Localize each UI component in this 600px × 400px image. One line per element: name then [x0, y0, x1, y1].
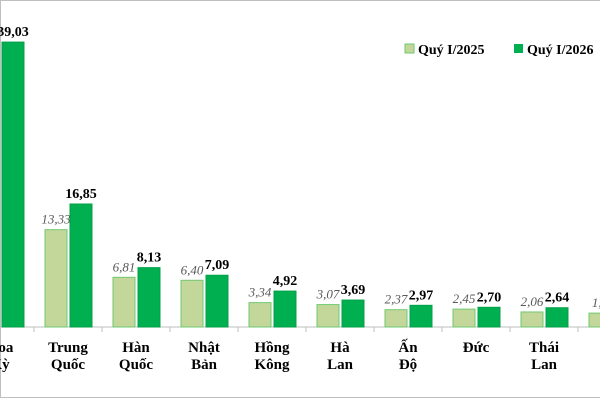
- bar-2025: [384, 309, 408, 328]
- data-label-2025: 2,45: [453, 291, 476, 306]
- category-label: Hồng: [254, 340, 290, 356]
- category-label: Bản: [191, 357, 218, 373]
- data-label-2025: 3,07: [316, 287, 340, 302]
- data-label-2026: 16,85: [65, 187, 97, 202]
- category-label: Độ: [399, 357, 417, 373]
- bar-2025: [520, 311, 544, 328]
- category-label: Nhật: [188, 340, 220, 356]
- category-label: Kỳ: [0, 357, 10, 373]
- bar-2026: [205, 274, 229, 328]
- category-label: Kông: [254, 357, 290, 373]
- category-label: Lan: [531, 357, 558, 373]
- legend-swatch-2025: [404, 43, 415, 54]
- data-label-2026: 7,09: [205, 258, 230, 273]
- data-label-2025: 2,37: [385, 292, 408, 307]
- category-label: Quốc: [51, 357, 86, 373]
- bar-2026: [341, 299, 365, 328]
- bar-2025: [588, 312, 600, 328]
- data-label-2026: 3,69: [341, 283, 366, 298]
- category-label: Hàn: [122, 340, 150, 356]
- bar-2026: [69, 203, 93, 328]
- category-label: Hoa: [0, 340, 14, 356]
- bar-2026: [1, 41, 25, 328]
- category-label: Ấn: [398, 339, 418, 356]
- category-label: Trung: [48, 340, 88, 356]
- bar-2025: [44, 229, 68, 328]
- category-label: Lan: [327, 357, 354, 373]
- bar-2025: [248, 302, 272, 328]
- bar-2026: [409, 304, 433, 328]
- category-label: Quốc: [119, 357, 154, 373]
- bar-2026: [477, 306, 501, 328]
- data-label-2025: 3,34: [248, 285, 272, 300]
- legend-swatch-2026: [514, 44, 523, 53]
- data-label-2025: 1,9: [592, 295, 600, 310]
- category-label: Hà: [330, 340, 350, 356]
- data-label-2026: 2,64: [545, 291, 570, 306]
- legend-label-2026: Quý I/2026: [527, 43, 594, 58]
- data-label-2026: 2,70: [477, 290, 502, 305]
- bar-2025: [316, 304, 340, 328]
- data-label-2025: 13,33: [41, 212, 71, 227]
- bar-2025: [452, 308, 476, 328]
- legend-label-2025: Quý I/2025: [418, 43, 485, 58]
- data-label-2026: 39,03: [0, 25, 29, 40]
- data-label-2025: 6,40: [181, 262, 204, 277]
- data-label-2026: 8,13: [137, 251, 162, 266]
- data-label-2026: 4,92: [273, 274, 298, 289]
- legend: Quý I/2025 Quý I/2026: [404, 43, 594, 58]
- bar-2025: [112, 276, 136, 328]
- category-label: Thái: [529, 340, 559, 356]
- bar-2025: [180, 279, 204, 328]
- bar-2026: [137, 267, 161, 328]
- data-label-2025: 2,06: [521, 294, 544, 309]
- data-label-2025: 6,81: [113, 259, 136, 274]
- category-label: Đức: [463, 340, 490, 356]
- data-label-2026: 2,97: [409, 288, 434, 303]
- bar-2026: [545, 307, 569, 328]
- bar-2026: [273, 290, 297, 328]
